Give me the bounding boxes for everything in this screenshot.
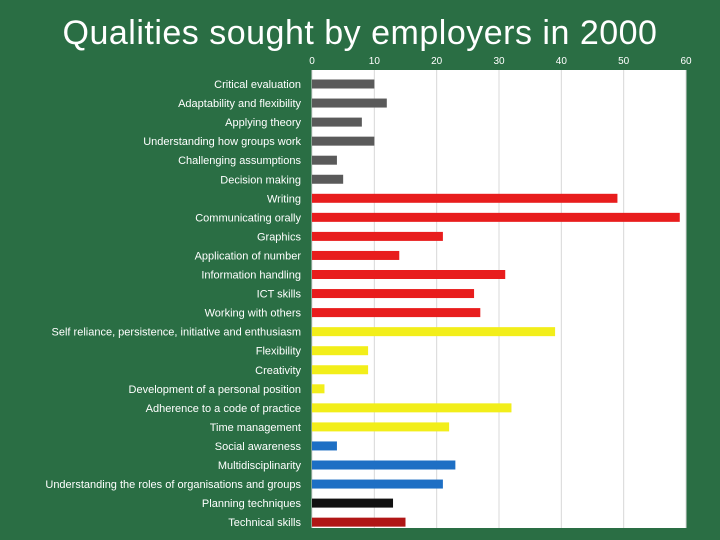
category-label-6: Writing [267,193,301,205]
bar-22 [312,498,394,508]
category-label-22: Planning techniques [202,498,302,510]
bar-0 [312,79,375,89]
category-label-5: Decision making [220,174,301,186]
category-label-11: ICT skills [257,289,302,301]
category-label-14: Flexibility [256,346,302,358]
category-label-23: Technical skills [228,517,301,529]
bar-5 [312,174,344,184]
x-tick-label-10: 10 [369,56,381,67]
category-label-16: Development of a personal position [129,384,301,396]
bar-14 [312,346,369,356]
category-label-19: Social awareness [215,441,302,453]
category-label-13: Self reliance, persistence, initiative a… [52,327,301,339]
bar-4 [312,155,337,165]
bar-9 [312,250,400,260]
category-label-18: Time management [210,422,301,434]
bar-20 [312,460,456,470]
bar-6 [312,193,618,203]
category-label-0: Critical evaluation [214,79,301,91]
x-tick-label-20: 20 [431,56,443,67]
bar-8 [312,231,443,241]
bar-15 [312,365,369,375]
slide-title: Qualities sought by employers in 2000 [62,14,658,52]
category-label-21: Understanding the roles of organisations… [45,479,301,491]
bar-16 [312,384,325,394]
category-label-20: Multidisciplinarity [218,460,302,472]
bar-13 [312,327,556,337]
bar-7 [312,212,680,222]
bar-11 [312,289,475,299]
bar-21 [312,479,443,489]
x-tick-label-30: 30 [493,56,505,67]
category-label-15: Creativity [255,365,301,377]
bar-1 [312,98,387,108]
category-label-8: Graphics [257,231,302,243]
bar-17 [312,403,512,413]
x-tick-label-40: 40 [556,56,568,67]
x-tick-label-50: 50 [618,56,630,67]
category-label-3: Understanding how groups work [143,136,301,148]
category-label-1: Adaptability and flexibility [178,98,301,110]
category-label-9: Application of number [195,250,302,262]
category-label-7: Communicating orally [195,212,301,224]
category-label-4: Challenging assumptions [178,155,301,167]
bar-19 [312,441,337,451]
category-label-12: Working with others [205,308,302,320]
x-tick-label-0: 0 [309,56,315,67]
bar-3 [312,136,375,146]
category-label-17: Adherence to a code of practice [146,403,301,415]
x-tick-label-60: 60 [680,56,692,67]
bar-18 [312,422,450,432]
bar-23 [312,517,406,527]
bar-10 [312,270,506,279]
bar-2 [312,117,362,127]
bar-12 [312,308,481,318]
category-label-2: Applying theory [225,117,301,129]
category-label-10: Information handling [201,270,301,282]
